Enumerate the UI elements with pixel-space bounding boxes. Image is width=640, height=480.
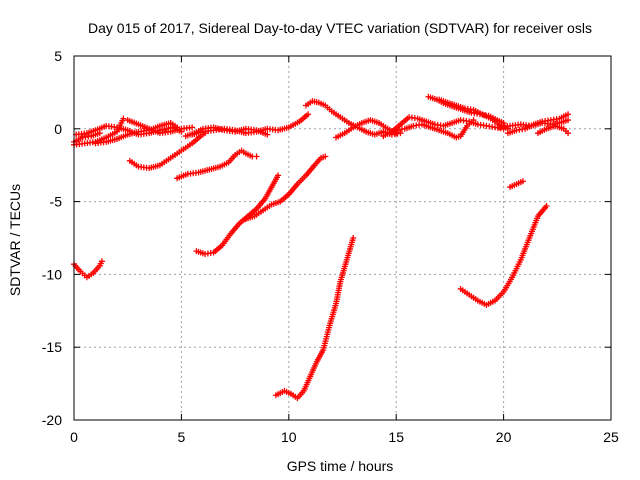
data-point: [322, 153, 329, 160]
y-tick-label: -5: [50, 194, 63, 210]
series-arc-10: [193, 172, 282, 258]
series-arc-09: [189, 111, 312, 138]
x-tick-label: 20: [496, 429, 512, 445]
y-tick-label: 5: [54, 48, 62, 64]
data-point: [305, 111, 312, 118]
data-point: [120, 115, 127, 122]
series-arc-23: [507, 178, 526, 191]
plot-frame: [73, 55, 612, 421]
x-tick-label: 10: [281, 429, 297, 445]
series-arc-22: [534, 122, 572, 137]
series-arc-15: [333, 117, 400, 141]
data-point: [565, 130, 572, 137]
series-arc-11: [242, 153, 329, 223]
data-point: [470, 117, 477, 124]
data-point: [565, 117, 572, 124]
data-point: [519, 178, 526, 185]
data-point: [275, 172, 282, 179]
axis-ticks: [73, 55, 612, 421]
data-point: [264, 131, 271, 138]
data-point: [543, 202, 550, 209]
x-tick-label: 5: [178, 429, 186, 445]
y-tick-label: -15: [42, 339, 62, 355]
y-tick-label: -20: [42, 412, 62, 428]
series-arc-07: [174, 147, 260, 182]
x-tick-label: 25: [603, 429, 619, 445]
chart-title: Day 015 of 2017, Sidereal Day-to-day VTE…: [88, 20, 592, 36]
series-arc-06: [126, 130, 209, 172]
y-tick-label: -10: [42, 266, 62, 282]
x-tick-label: 0: [70, 429, 78, 445]
series-arc-13: [272, 235, 357, 402]
series-arc-05: [124, 117, 196, 137]
y-axis-label: SDTVAR / TECUs: [7, 184, 23, 296]
data-point: [253, 153, 260, 160]
x-tick-label: 15: [388, 429, 404, 445]
y-tick-label: 0: [54, 121, 62, 137]
series-arc-17: [393, 117, 477, 141]
data-point: [189, 124, 196, 131]
series-arc-24: [457, 202, 550, 308]
tick-labels: 0 5 10 15 20 25 5 0 -5 -10 -15 -20: [42, 48, 619, 445]
grid-lines: [74, 56, 611, 420]
x-axis-label: GPS time / hours: [287, 458, 394, 474]
data-point: [350, 235, 357, 241]
data-series: [71, 93, 572, 402]
data-point: [565, 111, 572, 118]
series-arc-21: [504, 111, 572, 137]
data-point: [98, 258, 105, 265]
